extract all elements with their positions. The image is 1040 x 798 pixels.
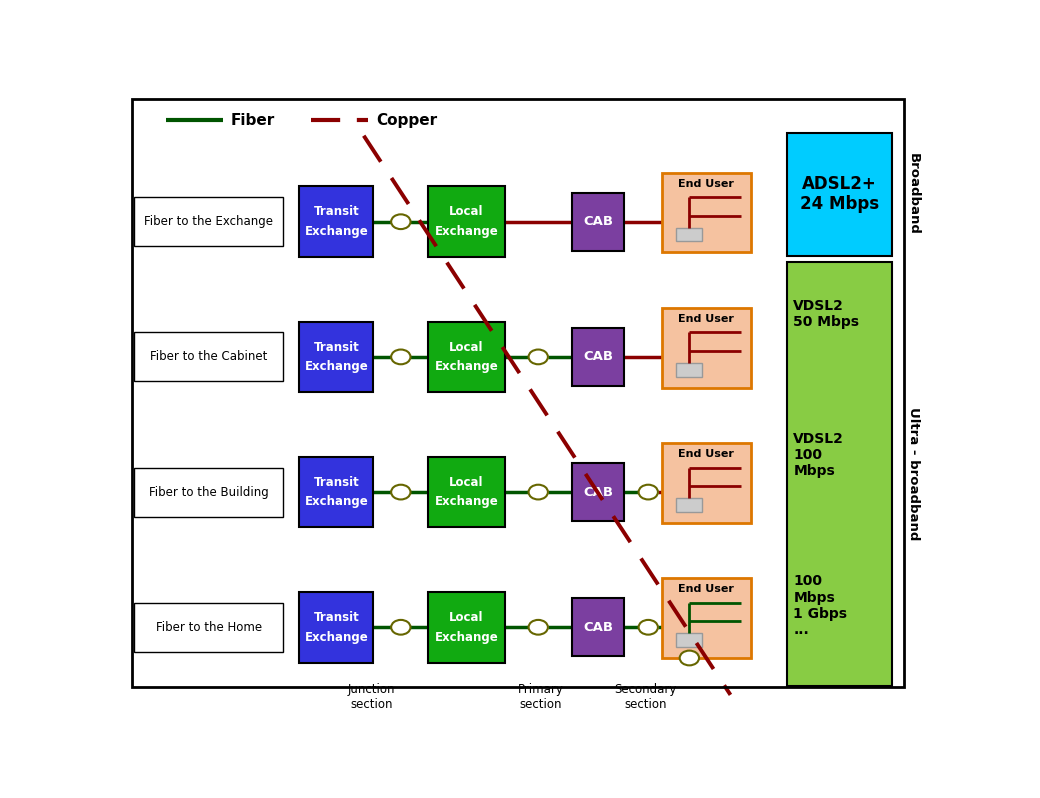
Circle shape bbox=[391, 215, 411, 229]
Text: Fiber to the Exchange: Fiber to the Exchange bbox=[145, 215, 274, 228]
FancyBboxPatch shape bbox=[572, 598, 624, 657]
Circle shape bbox=[391, 350, 411, 364]
FancyBboxPatch shape bbox=[676, 634, 702, 647]
FancyBboxPatch shape bbox=[572, 328, 624, 386]
FancyBboxPatch shape bbox=[676, 498, 702, 512]
Circle shape bbox=[528, 484, 548, 500]
Text: CAB: CAB bbox=[582, 621, 613, 634]
Text: End User: End User bbox=[678, 449, 734, 459]
Text: Fiber to the Building: Fiber to the Building bbox=[149, 486, 268, 499]
FancyBboxPatch shape bbox=[787, 132, 891, 255]
Text: Transit: Transit bbox=[313, 341, 359, 354]
Text: Exchange: Exchange bbox=[305, 496, 368, 508]
Circle shape bbox=[528, 620, 548, 634]
Text: Exchange: Exchange bbox=[305, 360, 368, 373]
Text: Junction
section: Junction section bbox=[348, 683, 395, 711]
FancyBboxPatch shape bbox=[787, 262, 891, 685]
Text: Exchange: Exchange bbox=[435, 630, 498, 644]
FancyBboxPatch shape bbox=[572, 192, 624, 251]
FancyBboxPatch shape bbox=[300, 592, 373, 662]
Text: Local: Local bbox=[449, 341, 484, 354]
FancyBboxPatch shape bbox=[300, 322, 373, 393]
Text: CAB: CAB bbox=[582, 486, 613, 499]
FancyBboxPatch shape bbox=[428, 592, 504, 662]
FancyBboxPatch shape bbox=[662, 172, 751, 252]
Text: Exchange: Exchange bbox=[305, 630, 368, 644]
Text: Transit: Transit bbox=[313, 611, 359, 624]
Circle shape bbox=[680, 650, 699, 666]
Text: Primary
section: Primary section bbox=[518, 683, 564, 711]
FancyBboxPatch shape bbox=[676, 363, 702, 377]
Text: Broadband: Broadband bbox=[907, 153, 920, 235]
FancyBboxPatch shape bbox=[134, 197, 283, 247]
Text: End User: End User bbox=[678, 314, 734, 324]
Text: Local: Local bbox=[449, 476, 484, 488]
FancyBboxPatch shape bbox=[134, 468, 283, 516]
FancyBboxPatch shape bbox=[134, 332, 283, 381]
Circle shape bbox=[528, 350, 548, 364]
Text: Local: Local bbox=[449, 611, 484, 624]
FancyBboxPatch shape bbox=[662, 578, 751, 658]
Circle shape bbox=[639, 484, 658, 500]
Text: Transit: Transit bbox=[313, 476, 359, 488]
Circle shape bbox=[639, 620, 658, 634]
Text: CAB: CAB bbox=[582, 350, 613, 363]
FancyBboxPatch shape bbox=[300, 187, 373, 257]
Text: End User: End User bbox=[678, 584, 734, 595]
Text: Exchange: Exchange bbox=[435, 225, 498, 238]
FancyBboxPatch shape bbox=[300, 456, 373, 527]
FancyBboxPatch shape bbox=[662, 443, 751, 523]
Text: Copper: Copper bbox=[375, 113, 437, 128]
Text: Local: Local bbox=[449, 205, 484, 219]
FancyBboxPatch shape bbox=[662, 308, 751, 388]
FancyBboxPatch shape bbox=[676, 228, 702, 241]
Text: Fiber: Fiber bbox=[231, 113, 275, 128]
Text: Secondary
section: Secondary section bbox=[615, 683, 677, 711]
FancyBboxPatch shape bbox=[428, 456, 504, 527]
Text: Exchange: Exchange bbox=[305, 225, 368, 238]
Text: End User: End User bbox=[678, 179, 734, 188]
Text: 100
Mbps
1 Gbps
...: 100 Mbps 1 Gbps ... bbox=[794, 575, 848, 637]
Text: ADSL2+
24 Mbps: ADSL2+ 24 Mbps bbox=[800, 175, 879, 214]
FancyBboxPatch shape bbox=[572, 463, 624, 521]
Text: Fiber to the Cabinet: Fiber to the Cabinet bbox=[150, 350, 267, 363]
Text: Exchange: Exchange bbox=[435, 360, 498, 373]
FancyBboxPatch shape bbox=[134, 602, 283, 652]
Text: CAB: CAB bbox=[582, 215, 613, 228]
Text: Transit: Transit bbox=[313, 205, 359, 219]
Text: Exchange: Exchange bbox=[435, 496, 498, 508]
Text: VDSL2
50 Mbps: VDSL2 50 Mbps bbox=[794, 298, 859, 329]
Text: Fiber to the Home: Fiber to the Home bbox=[156, 621, 262, 634]
FancyBboxPatch shape bbox=[428, 322, 504, 393]
Text: Ultra - broadband: Ultra - broadband bbox=[907, 407, 920, 540]
FancyBboxPatch shape bbox=[428, 187, 504, 257]
Circle shape bbox=[391, 620, 411, 634]
Text: VDSL2
100
Mbps: VDSL2 100 Mbps bbox=[794, 432, 844, 479]
Circle shape bbox=[391, 484, 411, 500]
